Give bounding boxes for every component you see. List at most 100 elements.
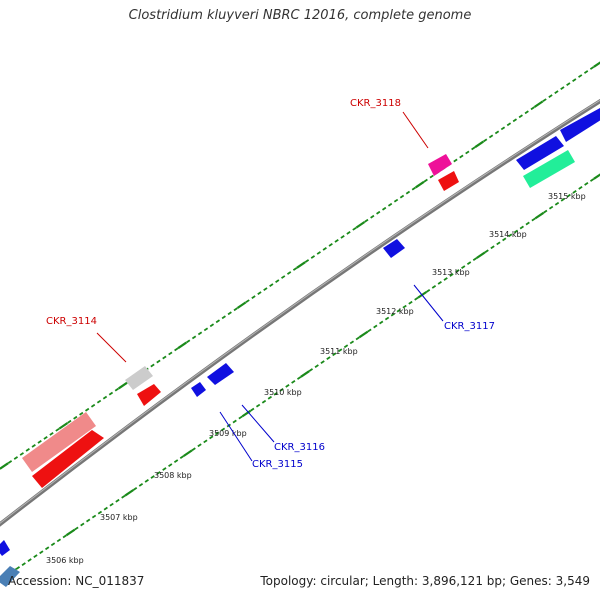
tick-mark [431,285,437,289]
tick-mark [183,449,193,457]
tick-mark [96,399,102,404]
tick-mark [114,387,120,392]
gene-steelblue[interactable] [0,566,20,587]
tick-mark [292,267,298,271]
gene-magenta[interactable] [428,154,452,176]
tick-mark [241,409,252,418]
tick-mark [286,271,292,275]
tick-mark [402,304,407,309]
tick-mark [221,315,226,320]
gene-red-small[interactable] [137,384,161,406]
tick-mark [304,259,310,263]
outer-tick-track [0,61,600,470]
tick-mark [79,411,84,416]
gene-label-ckr3116: CKR_3116 [274,442,325,453]
tick-mark [316,251,321,255]
tick-mark [554,90,559,95]
tick-mark [384,316,390,321]
gene-grey[interactable] [125,366,153,390]
tick-mark [415,180,425,189]
tick-mark [429,174,434,179]
tick-mark [352,226,357,231]
gene-red-large[interactable] [32,430,104,488]
tick-mark [554,201,560,206]
tick-mark [449,273,454,277]
genes [0,108,600,587]
tick-mark [593,61,600,68]
tick-mark [31,444,36,448]
tick-mark [482,138,488,143]
tick-mark [255,403,261,408]
tick-mark [476,251,486,259]
tick-mark [343,344,349,349]
tick-mark [90,403,96,408]
map-title: Clostridium kluyveri NBRC 12016, complet… [128,8,472,23]
tick-mark [560,197,566,202]
gene-pink-large[interactable] [22,412,96,472]
tick-mark [49,431,54,436]
tick-mark [124,489,134,497]
tick-mark [269,283,274,287]
tick-mark [238,415,243,420]
tick-mark [326,356,331,361]
tick-mark [453,158,458,163]
tick-mark [279,387,284,392]
tick-mark [443,277,448,281]
tick-mark [513,229,519,234]
tick-mark [572,78,577,82]
tick-mark [209,323,215,328]
tick-mark [346,230,351,235]
tick-mark [425,288,431,293]
tick-mark [376,210,381,215]
callout-lines [96,111,444,462]
tick-mark [203,439,208,444]
tick-mark [496,241,501,246]
tick-mark [387,202,393,207]
tick-mark [109,502,114,507]
scale-tick-label: 3514 kbp [489,230,527,239]
tick-mark [518,114,523,119]
tick-mark [507,233,513,238]
tick-mark [275,279,280,283]
tick-mark [50,542,56,547]
scale-tick-label: 3509 kbp [209,429,247,438]
tick-mark [80,522,85,527]
tick-mark [233,307,238,312]
tick-mark [367,328,372,333]
tick-mark [257,291,262,296]
tick-mark [364,218,369,223]
tick-mark [138,483,144,487]
tick-mark [86,518,91,523]
tick-mark [405,190,411,195]
gene-blue-small-a[interactable] [191,382,206,397]
tick-mark [296,261,306,269]
gene-blue-edge[interactable] [0,540,10,556]
tick-mark [322,247,327,251]
tick-mark [355,221,366,229]
tick-mark [379,320,384,325]
tick-mark [300,370,310,378]
gene-label-ckr3118: CKR_3118 [350,98,401,109]
tick-mark [488,134,494,139]
gene-teal[interactable] [523,150,575,188]
tick-mark [191,335,197,340]
tick-mark [39,550,44,555]
tick-mark [578,186,583,190]
tick-mark [150,475,155,479]
tick-mark [543,209,548,214]
tick-mark [273,391,278,396]
gene-blue-right-b[interactable] [560,108,600,142]
tick-mark [62,534,67,539]
tick-mark [437,281,442,285]
tick-mark [267,395,273,400]
gene-blue-3117[interactable] [383,239,405,258]
tick-mark [209,435,214,440]
tick-mark [197,443,202,448]
tick-mark [25,448,30,452]
gene-blue-right-a[interactable] [516,136,564,170]
tick-mark [67,419,72,424]
gene-red-3118[interactable] [438,171,459,191]
tick-mark [583,70,589,74]
gene-blue-small-b[interactable] [207,363,234,385]
